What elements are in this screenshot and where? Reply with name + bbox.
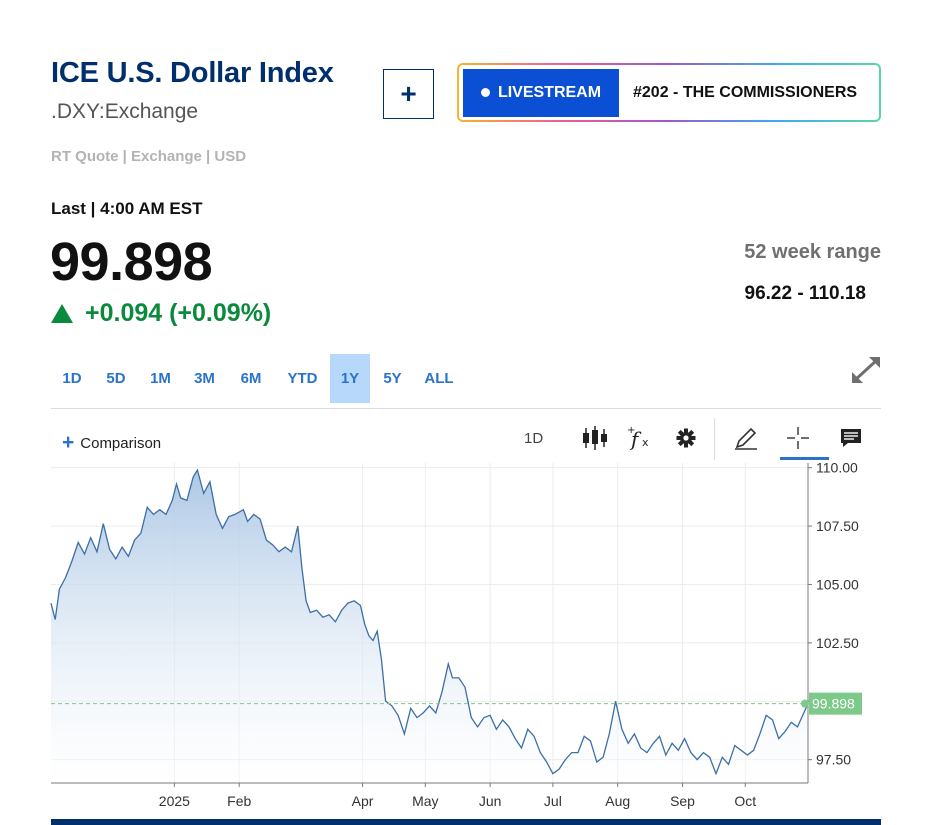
- comment-icon[interactable]: [839, 424, 863, 452]
- y-tick-label: 110.00: [816, 463, 858, 476]
- toolbar-separator: [714, 418, 715, 460]
- svg-text:f: f: [629, 427, 642, 451]
- plus-icon: +: [62, 431, 75, 454]
- range-value: 96.22 - 110.18: [744, 283, 867, 304]
- range-tab-all[interactable]: ALL: [424, 370, 454, 387]
- function-icon[interactable]: + f x: [627, 424, 653, 452]
- x-tick-label: Jul: [544, 793, 562, 809]
- divider: [51, 408, 881, 409]
- episode-title[interactable]: #202 - THE COMMISSIONERS: [633, 83, 858, 101]
- bottom-bar: [51, 819, 881, 825]
- range-label: 52 week range: [744, 241, 881, 263]
- x-tick-label: Jun: [479, 793, 502, 809]
- y-tick-label: 97.50: [816, 752, 851, 768]
- x-tick-label: Apr: [352, 793, 374, 809]
- expand-icon[interactable]: [849, 354, 883, 386]
- crosshair-icon[interactable]: [786, 424, 810, 452]
- range-tab-ytd[interactable]: YTD: [287, 370, 318, 387]
- y-tick-label: 105.00: [816, 576, 859, 592]
- last-timestamp: Last | 4:00 AM EST: [51, 199, 203, 218]
- price-change: +0.094 (+0.09%): [51, 299, 271, 328]
- livestream-label: LIVESTREAM: [497, 83, 602, 101]
- price-area: [51, 470, 808, 783]
- price-change-value: +0.094 (+0.09%): [85, 299, 272, 327]
- last-price-badge: [809, 692, 862, 715]
- last-price: 99.898: [50, 232, 213, 292]
- range-tabs: 1D 5D 1M 3M 6M YTD 1Y 5Y ALL: [51, 354, 463, 403]
- up-arrow-icon: [51, 304, 73, 323]
- range-tab-3m[interactable]: 3M: [194, 370, 215, 387]
- range-tab-5y[interactable]: 5Y: [383, 370, 402, 387]
- x-tick-label: Aug: [605, 793, 630, 809]
- range-tab-1m[interactable]: 1M: [150, 370, 171, 387]
- x-tick-label: Sep: [670, 793, 695, 809]
- comparison-button[interactable]: + Comparison: [62, 431, 161, 455]
- symbol-label: .DXY:Exchange: [51, 100, 199, 123]
- livestream-button[interactable]: LIVESTREAM: [463, 68, 619, 117]
- active-tool-indicator: [780, 457, 829, 460]
- range-tab-1d[interactable]: 1D: [62, 370, 82, 387]
- last-price-badge-label: 99.898: [812, 696, 855, 712]
- quote-meta: RT Quote | Exchange | USD: [51, 148, 247, 165]
- live-dot-icon: [480, 88, 490, 97]
- range-tab-5d[interactable]: 5D: [106, 370, 126, 387]
- candlestick-icon[interactable]: [582, 424, 608, 452]
- last-price-dot: [801, 699, 809, 708]
- x-tick-label: Oct: [734, 793, 756, 809]
- interval-button[interactable]: 1D: [524, 429, 544, 447]
- comparison-label: Comparison: [80, 434, 162, 452]
- y-tick-label: 102.50: [816, 635, 859, 651]
- page-title: ICE U.S. Dollar Index: [51, 57, 334, 89]
- svg-text:+: +: [627, 425, 635, 436]
- y-tick-label: 107.50: [816, 518, 859, 534]
- range-tab-6m[interactable]: 6M: [240, 370, 262, 387]
- gear-icon[interactable]: [676, 424, 696, 452]
- x-tick-label: 2025: [159, 793, 190, 809]
- range-tab-1y[interactable]: 1Y: [330, 354, 370, 403]
- x-tick-label: May: [412, 793, 438, 809]
- svg-text:x: x: [642, 436, 649, 449]
- pencil-icon[interactable]: [733, 424, 759, 452]
- livestream-banner[interactable]: LIVESTREAM #202 - THE COMMISSIONERS: [457, 63, 881, 122]
- x-tick-label: Feb: [227, 793, 251, 809]
- add-to-watchlist-button[interactable]: +: [383, 69, 434, 119]
- price-chart[interactable]: 97.50 102.50 105.00 107.50 110.00 2025 Feb Apr M…: [0, 463, 928, 825]
- price-line: [50, 468, 809, 776]
